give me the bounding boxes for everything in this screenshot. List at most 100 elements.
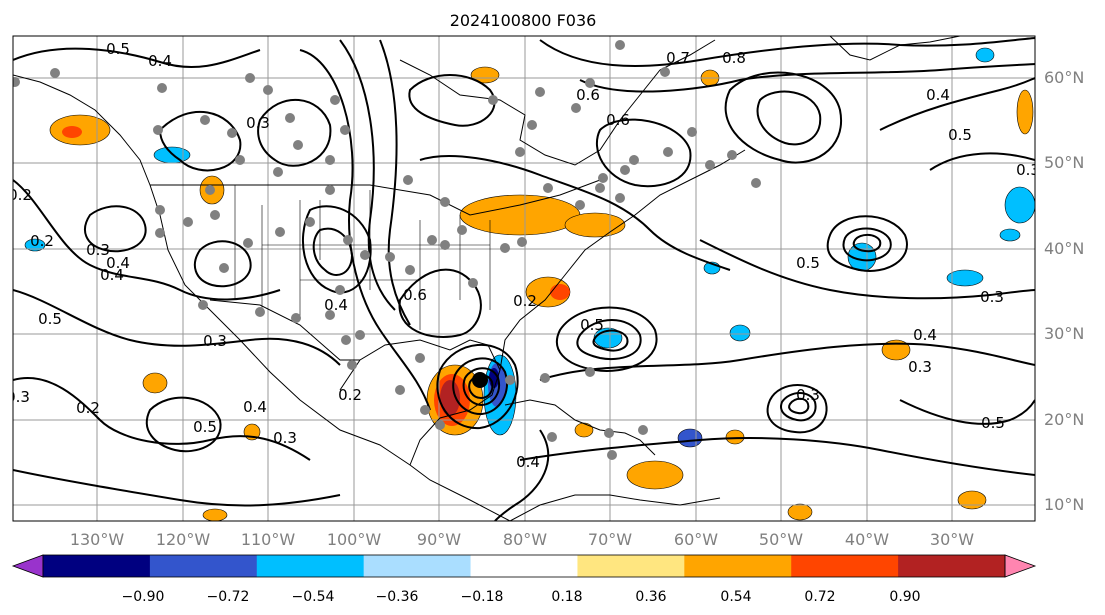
station-dot bbox=[620, 165, 630, 175]
contour-line bbox=[193, 240, 252, 288]
station-dot bbox=[638, 425, 648, 435]
contour-label: 0.8 bbox=[722, 49, 746, 67]
map-title: 2024100800 F036 bbox=[450, 11, 597, 30]
coastline-canada bbox=[399, 39, 716, 166]
station-dot bbox=[440, 197, 450, 207]
contour-label: 0.3 bbox=[86, 241, 110, 259]
station-dot bbox=[325, 155, 335, 165]
coastline-north-america-west bbox=[149, 184, 511, 521]
station-dot bbox=[355, 330, 365, 340]
border-us-canada bbox=[150, 179, 601, 216]
station-dot bbox=[341, 335, 351, 345]
contour-line bbox=[408, 74, 496, 127]
cb-tick-label: −0.54 bbox=[292, 589, 335, 605]
contour-label: 0.4 bbox=[913, 326, 937, 344]
station-dot bbox=[629, 155, 639, 165]
positive-anomaly-patch bbox=[550, 284, 570, 300]
lon-label: 80°W bbox=[503, 530, 547, 549]
station-dot bbox=[427, 235, 437, 245]
latitude-labels: 60°N 50°N 40°N 30°N 20°N 10°N bbox=[1044, 68, 1084, 514]
coastline-alaska bbox=[13, 74, 151, 186]
colorbar-swatch bbox=[256, 555, 365, 577]
contour-label: 0.3 bbox=[273, 429, 297, 447]
contour-label: 0.5 bbox=[193, 418, 217, 436]
contour-label: 0.2 bbox=[338, 386, 362, 404]
lat-label: 10°N bbox=[1044, 495, 1084, 514]
cb-tick-label: 0.36 bbox=[635, 589, 666, 605]
station-dot bbox=[219, 263, 229, 273]
colorbar-swatch bbox=[470, 555, 578, 577]
negative-anomaly-patch bbox=[975, 47, 995, 63]
contour-label: 0.6 bbox=[576, 86, 600, 104]
contour-line bbox=[13, 469, 341, 507]
contour-label: 0.4 bbox=[106, 254, 130, 272]
contour-label: 0.2 bbox=[513, 292, 537, 310]
map-background bbox=[13, 36, 1035, 521]
positive-anomaly-patch bbox=[142, 372, 168, 394]
station-dot bbox=[751, 178, 761, 188]
positive-anomaly-patch bbox=[1016, 89, 1034, 135]
contour-label: 0.6 bbox=[403, 286, 427, 304]
station-dot bbox=[505, 375, 515, 385]
cb-tick-label: −0.90 bbox=[122, 589, 165, 605]
station-dot bbox=[405, 265, 415, 275]
station-dot bbox=[598, 173, 608, 183]
station-dot bbox=[435, 420, 445, 430]
station-dot bbox=[615, 193, 625, 203]
border-us-mexico bbox=[209, 299, 360, 361]
station-dot bbox=[420, 405, 430, 415]
colorbar-swatches bbox=[11, 554, 1037, 578]
contour-label: 0.5 bbox=[106, 40, 130, 58]
station-dot bbox=[200, 115, 210, 125]
lon-label: 110°W bbox=[241, 530, 296, 549]
station-dot bbox=[604, 428, 614, 438]
coastline-east bbox=[499, 149, 746, 371]
lon-label: 30°W bbox=[930, 530, 974, 549]
cb-tick-label: 0.90 bbox=[889, 589, 920, 605]
contour-line bbox=[555, 306, 658, 372]
contour-line bbox=[419, 155, 731, 271]
cb-tick-label: 0.54 bbox=[720, 589, 751, 605]
contour-line bbox=[379, 39, 411, 326]
contour-label: 0.5 bbox=[580, 316, 604, 334]
colorbar-swatch bbox=[43, 555, 151, 577]
lat-label: 60°N bbox=[1044, 68, 1084, 87]
contour-line bbox=[494, 429, 550, 521]
contour-line bbox=[145, 396, 222, 453]
lat-label: 30°N bbox=[1044, 324, 1084, 343]
colorbar-swatch bbox=[898, 555, 1006, 577]
station-dot bbox=[263, 85, 273, 95]
lat-label: 50°N bbox=[1044, 153, 1084, 172]
contour-label: 0.3 bbox=[1016, 161, 1040, 179]
station-dot bbox=[50, 68, 60, 78]
contour-line bbox=[766, 384, 828, 434]
contour-line bbox=[788, 397, 810, 415]
contour-line bbox=[436, 343, 519, 430]
contour-label: 0.5 bbox=[981, 414, 1005, 432]
negative-anomaly-patch bbox=[999, 228, 1021, 242]
contour-line bbox=[462, 367, 500, 407]
station-dot bbox=[543, 183, 553, 193]
contour-label: 0.4 bbox=[243, 398, 267, 416]
station-dot bbox=[157, 83, 167, 93]
contour-label: 0.5 bbox=[38, 310, 62, 328]
contour-label: 0.4 bbox=[148, 52, 172, 70]
station-dot bbox=[585, 78, 595, 88]
station-dot bbox=[403, 175, 413, 185]
contour-lines bbox=[13, 37, 1035, 521]
station-dot bbox=[547, 432, 557, 442]
storm-center-icon bbox=[472, 372, 488, 388]
station-dot bbox=[575, 200, 585, 210]
station-dot bbox=[245, 73, 255, 83]
station-dot bbox=[535, 87, 545, 97]
contour-label: 0.2 bbox=[76, 399, 100, 417]
map-frame bbox=[12, 35, 1036, 522]
station-dot bbox=[595, 183, 605, 193]
station-dot bbox=[663, 147, 673, 157]
positive-anomaly-patch bbox=[881, 339, 911, 361]
positive-anomaly-patch bbox=[574, 422, 594, 438]
colorbar-extend-max bbox=[1004, 554, 1037, 578]
station-dot bbox=[285, 113, 295, 123]
contour-label: 0.2 bbox=[8, 186, 32, 204]
contour-line bbox=[879, 77, 1035, 131]
